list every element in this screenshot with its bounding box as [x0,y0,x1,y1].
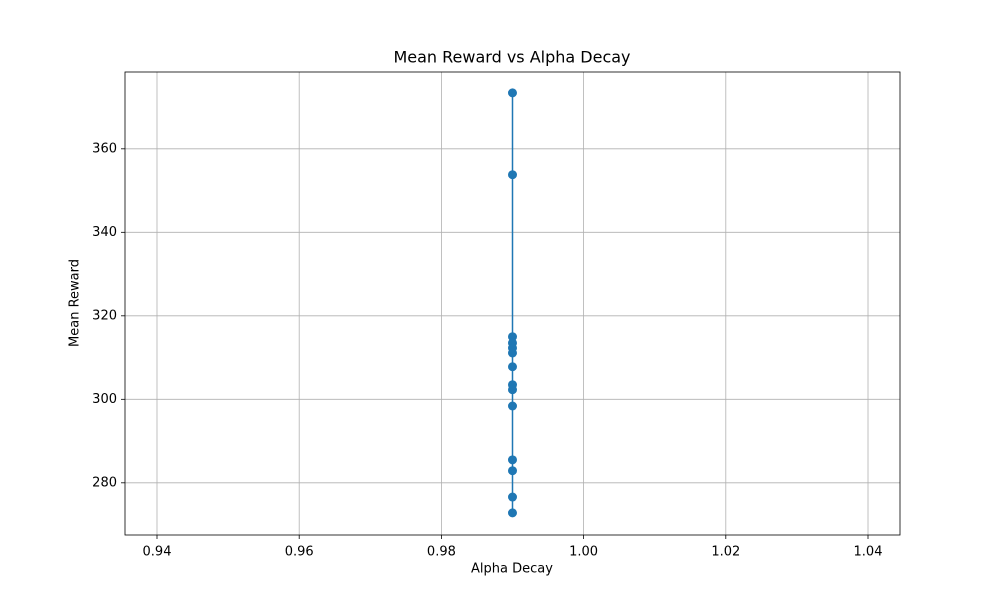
marker [508,88,517,98]
x-tick-label: 0.96 [285,545,314,560]
marker [508,401,517,411]
marker [508,362,517,372]
marker [508,508,517,518]
marker [508,348,517,358]
chart-title: Mean Reward vs Alpha Decay [393,48,630,67]
x-tick-label: 1.04 [854,545,883,560]
marker [508,492,517,502]
x-tick-label: 0.98 [427,545,456,560]
y-tick-label: 280 [92,475,117,490]
x-tick-label: 1.02 [711,545,740,560]
marker [508,466,517,476]
y-axis-label: Mean Reward [68,259,83,347]
x-axis-label: Alpha Decay [471,562,553,577]
marker [508,455,517,465]
x-tick-label: 1.00 [569,545,598,560]
marker [508,385,517,395]
y-tick-label: 360 [92,141,117,156]
y-tick-label: 300 [92,392,117,407]
marker [508,332,517,342]
y-tick-label: 320 [92,308,117,323]
y-tick-label: 340 [92,225,117,240]
plot-frame [124,71,901,536]
marker [508,170,517,180]
x-tick-label: 0.94 [143,545,172,560]
